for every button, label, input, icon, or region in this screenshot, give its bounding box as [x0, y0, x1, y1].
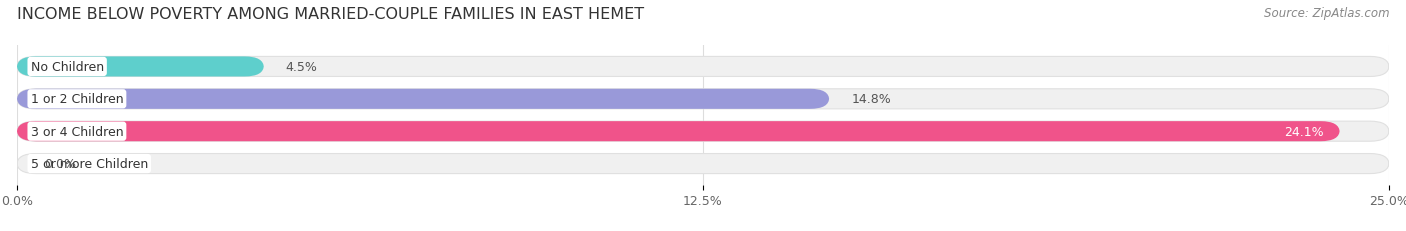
- Text: 1 or 2 Children: 1 or 2 Children: [31, 93, 124, 106]
- Text: 0.0%: 0.0%: [45, 157, 76, 170]
- Text: No Children: No Children: [31, 61, 104, 74]
- Text: 5 or more Children: 5 or more Children: [31, 157, 148, 170]
- FancyBboxPatch shape: [17, 57, 264, 77]
- FancyBboxPatch shape: [17, 57, 1389, 77]
- FancyBboxPatch shape: [17, 89, 1389, 109]
- Text: 3 or 4 Children: 3 or 4 Children: [31, 125, 124, 138]
- Text: 14.8%: 14.8%: [851, 93, 891, 106]
- FancyBboxPatch shape: [17, 154, 1389, 174]
- FancyBboxPatch shape: [17, 122, 1389, 142]
- FancyBboxPatch shape: [17, 89, 830, 109]
- Text: 24.1%: 24.1%: [1284, 125, 1323, 138]
- Text: 4.5%: 4.5%: [285, 61, 318, 74]
- Text: INCOME BELOW POVERTY AMONG MARRIED-COUPLE FAMILIES IN EAST HEMET: INCOME BELOW POVERTY AMONG MARRIED-COUPL…: [17, 7, 644, 22]
- FancyBboxPatch shape: [17, 122, 1340, 142]
- Text: Source: ZipAtlas.com: Source: ZipAtlas.com: [1264, 7, 1389, 20]
